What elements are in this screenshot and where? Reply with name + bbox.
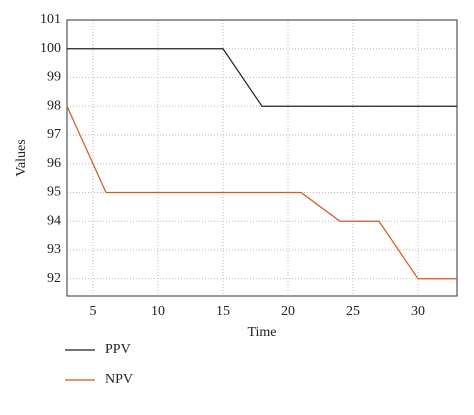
x-axis-label: Time: [247, 325, 276, 340]
x-tick-label: 30: [411, 304, 425, 319]
y-axis-label: Values: [14, 139, 29, 176]
legend-label: NPV: [105, 372, 133, 387]
x-tick-label: 15: [216, 304, 230, 319]
y-tick-label: 92: [47, 271, 61, 286]
series-line: [67, 48, 457, 107]
y-tick-label: 93: [47, 242, 61, 257]
plot-frame: [66, 19, 458, 297]
y-tick-label: 95: [47, 185, 61, 200]
y-tick-label: 100: [40, 41, 61, 56]
legend-label: PPV: [105, 342, 131, 357]
y-tick-label: 98: [47, 98, 61, 113]
y-tick-label: 99: [47, 70, 61, 85]
y-tick-label: 101: [40, 12, 61, 27]
x-tick-label: 25: [346, 304, 360, 319]
x-tick-label: 20: [281, 304, 295, 319]
series-line: [66, 106, 457, 280]
x-tick-label: 5: [90, 304, 97, 319]
y-tick-label: 96: [47, 156, 61, 171]
y-tick-label: 97: [47, 127, 61, 142]
x-tick-label: 10: [151, 304, 165, 319]
y-tick-label: 94: [47, 213, 61, 228]
